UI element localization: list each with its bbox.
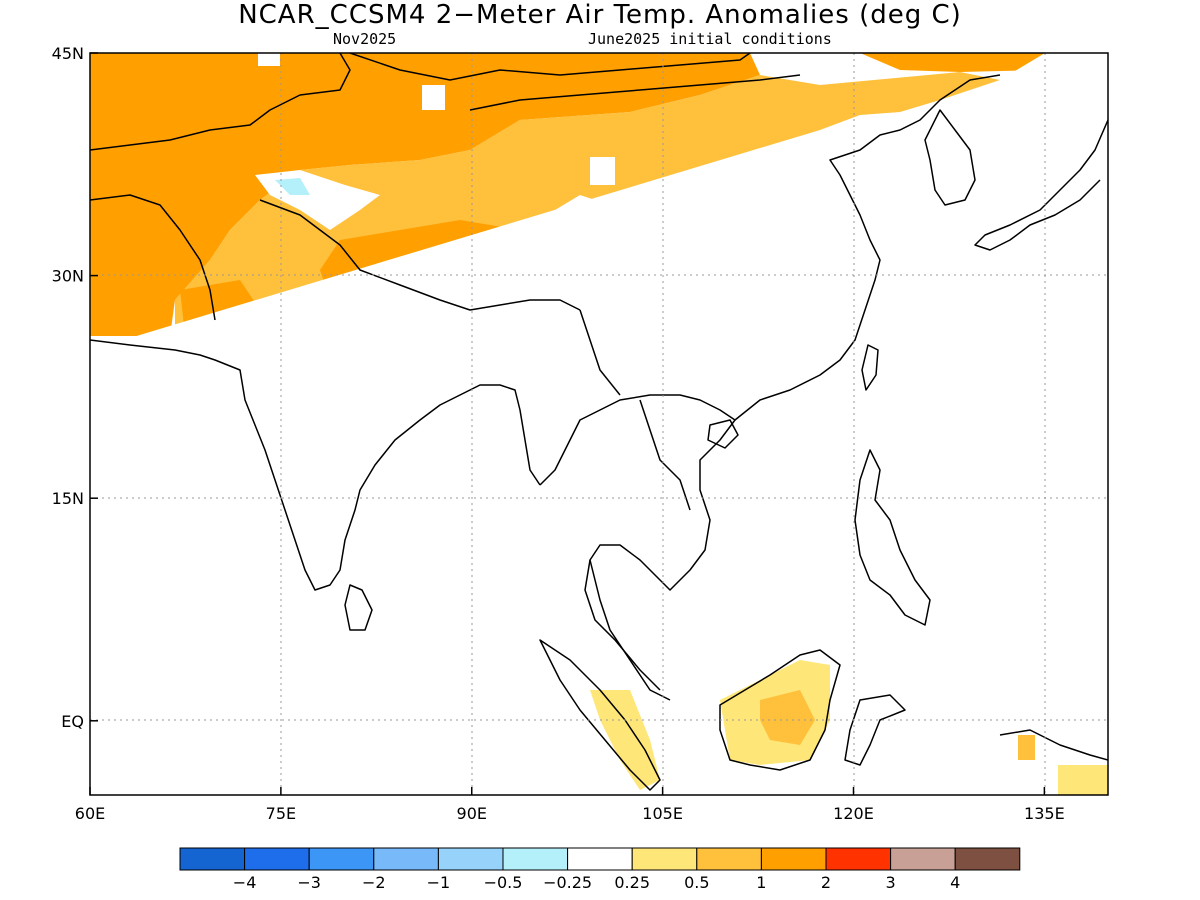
colorbar-label: 4 bbox=[950, 873, 960, 892]
lon-label: 75E bbox=[266, 804, 296, 823]
lat-label: 45N bbox=[52, 44, 84, 63]
border-mongolia bbox=[349, 53, 751, 81]
anomaly-region-near-zero-kazakhstan bbox=[258, 53, 280, 66]
border-himalaya bbox=[259, 199, 581, 311]
coastlines bbox=[90, 53, 1108, 791]
colorbar-swatch bbox=[567, 847, 633, 871]
border-iran-afghanistan bbox=[90, 194, 216, 321]
anomaly-region-near-zero-taklamakan bbox=[590, 157, 615, 185]
anomaly-region-1-to-2-northeast bbox=[860, 53, 1045, 72]
map-frame bbox=[89, 52, 1109, 796]
coastline-india bbox=[90, 339, 541, 591]
colorbar-swatch bbox=[825, 847, 892, 871]
anomaly-region-near-zero-west-india bbox=[240, 335, 285, 385]
anomaly-region-neg-0.5-to-neg-0.25-pamir bbox=[275, 178, 310, 195]
border-central-asia bbox=[90, 53, 351, 151]
coastline-sulawesi bbox=[844, 694, 906, 766]
lat-label: EQ bbox=[61, 712, 84, 731]
graticule bbox=[90, 53, 1108, 795]
coastline-philippines bbox=[854, 449, 931, 626]
lon-label: 60E bbox=[75, 804, 105, 823]
colorbar-swatch bbox=[954, 847, 1021, 871]
colorbar-swatch bbox=[437, 847, 504, 871]
initial-conditions: June2025 initial conditions bbox=[588, 30, 832, 48]
colorbar-label: −0.5 bbox=[484, 873, 523, 892]
colorbar-label: 2 bbox=[821, 873, 831, 892]
anomaly-region-1-to-2-north bbox=[90, 53, 760, 336]
anomaly-region-0.5-to-1-borneo bbox=[760, 690, 815, 745]
border-southeast-asia bbox=[579, 309, 691, 511]
colorbar-label: 0.5 bbox=[684, 873, 709, 892]
coastline-indochina bbox=[539, 394, 736, 701]
forecast-month: Nov2025 bbox=[333, 30, 397, 48]
coastline-borneo bbox=[719, 649, 841, 771]
colorbar: −4 −3 −2 −1 −0.5 −0.25 0.25 0.5 1 2 3 4 bbox=[179, 847, 1021, 892]
colorbar-swatch bbox=[308, 847, 375, 871]
coastline-china-east bbox=[734, 74, 1001, 421]
coastline-new-guinea bbox=[999, 729, 1108, 761]
lat-label: 30N bbox=[52, 267, 84, 286]
anomaly-region-0.25-to-0.5-sumatra bbox=[590, 690, 660, 790]
colorbar-swatch bbox=[244, 847, 310, 871]
anomaly-region-near-zero-northeast-china bbox=[90, 53, 1108, 795]
colorbar-label: −0.25 bbox=[543, 873, 592, 892]
map-title: NCAR_CCSM4 2−Meter Air Temp. Anomalies (… bbox=[238, 0, 962, 30]
colorbar-swatch bbox=[631, 847, 698, 871]
colorbar-label: −1 bbox=[427, 873, 451, 892]
anomaly-shading bbox=[90, 53, 1108, 795]
colorbar-label: −3 bbox=[297, 873, 321, 892]
coastline-hainan bbox=[707, 419, 739, 449]
lat-label: 15N bbox=[52, 489, 84, 508]
coastline-japan bbox=[974, 119, 1108, 251]
anomaly-region-0.25-to-0.5-new-guinea bbox=[1058, 765, 1108, 795]
colorbar-label: 1 bbox=[756, 873, 766, 892]
coastline-korea bbox=[924, 109, 976, 206]
coastline-taiwan bbox=[861, 344, 879, 391]
lon-label: 105E bbox=[642, 804, 683, 823]
coastline-malay-peninsula bbox=[584, 559, 661, 691]
anomaly-region-near-zero-mongolia bbox=[422, 85, 445, 110]
border-mongolia-china bbox=[469, 74, 801, 111]
axis-labels: 60E 75E 90E 105E 120E 135E 45N 30N 15N EQ bbox=[52, 44, 1065, 823]
colorbar-label: −4 bbox=[233, 873, 257, 892]
coastline-sri-lanka bbox=[344, 584, 373, 631]
lon-label: 90E bbox=[457, 804, 487, 823]
anomaly-region-0.5-to-1-sulawesi bbox=[1018, 735, 1035, 760]
colorbar-label: 0.25 bbox=[614, 873, 650, 892]
colorbar-swatch bbox=[890, 847, 956, 871]
colorbar-swatch bbox=[760, 847, 827, 871]
colorbar-swatch bbox=[502, 847, 569, 871]
colorbar-swatch bbox=[179, 847, 246, 871]
colorbar-swatch bbox=[696, 847, 762, 871]
colorbar-swatch bbox=[373, 847, 439, 871]
lon-label: 120E bbox=[833, 804, 874, 823]
lon-label: 135E bbox=[1024, 804, 1065, 823]
colorbar-label: 3 bbox=[886, 873, 896, 892]
coastline-sumatra bbox=[539, 639, 661, 791]
colorbar-label: −2 bbox=[362, 873, 386, 892]
